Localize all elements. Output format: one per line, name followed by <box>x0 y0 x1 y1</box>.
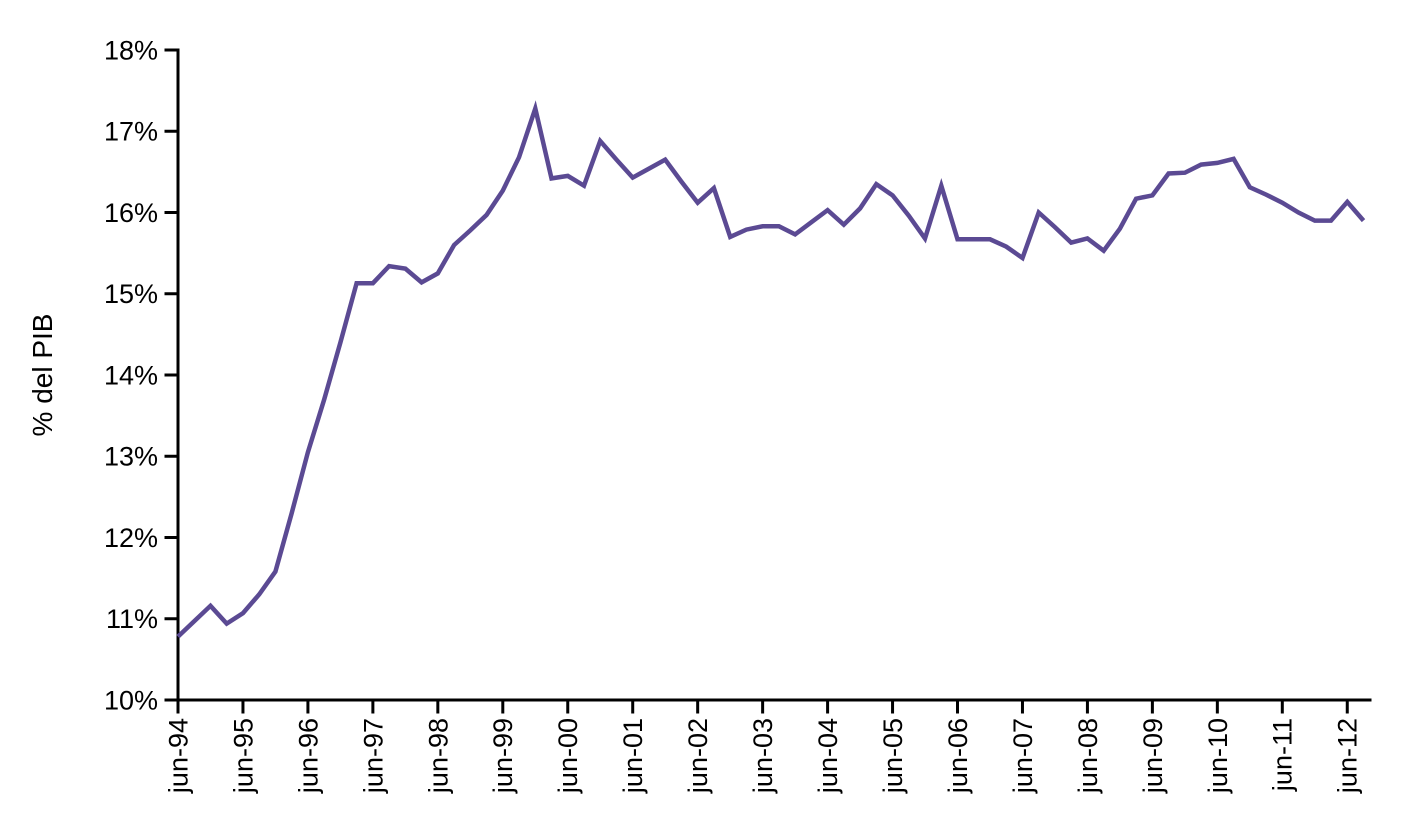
x-tick-label: jun-09 <box>1138 718 1168 794</box>
y-tick-label: 16% <box>104 198 158 228</box>
x-tick-label: jun-00 <box>553 718 583 794</box>
x-tick-label: jun-10 <box>1203 718 1233 794</box>
y-tick-label: 17% <box>104 117 158 147</box>
x-tick-label: jun-02 <box>683 718 713 794</box>
x-tick-label: jun-01 <box>618 718 648 794</box>
data-series <box>176 100 1366 639</box>
x-tick-label: jun-06 <box>943 718 973 794</box>
tick-marks <box>164 48 1349 714</box>
y-axis-title: % del PIB <box>27 314 58 437</box>
x-tick-label: jun-03 <box>748 718 778 794</box>
y-tick-label: 12% <box>104 523 158 553</box>
x-tick-label: jun-95 <box>228 718 258 794</box>
y-tick-label: 15% <box>104 279 158 309</box>
y-tick-label: 18% <box>104 35 158 65</box>
x-tick-label: jun-04 <box>813 718 843 794</box>
x-tick-label: jun-96 <box>293 718 323 794</box>
axes <box>176 48 1372 702</box>
x-tick-label: jun-99 <box>488 718 518 794</box>
x-tick-label: jun-07 <box>1008 718 1038 794</box>
y-tick-label: 13% <box>104 442 158 472</box>
x-tick-label: jun-08 <box>1073 718 1103 794</box>
x-tick-label: jun-05 <box>878 718 908 794</box>
y-tick-label: 14% <box>104 360 158 390</box>
x-tick-label: jun-97 <box>358 718 388 794</box>
y-tick-label: 10% <box>104 685 158 715</box>
y-tick-label: 11% <box>106 604 158 634</box>
x-tick-label: jun-98 <box>423 718 453 794</box>
series-line <box>176 100 1366 639</box>
x-tick-label: jun-12 <box>1333 718 1363 794</box>
x-tick-label: jun-94 <box>163 718 193 794</box>
x-tick-label: jun-11 <box>1268 718 1298 792</box>
tick-labels: 10% 11% 12% 13% 14% 15% 16% 17% 18% jun-94 jun-95 j… <box>104 35 1363 794</box>
